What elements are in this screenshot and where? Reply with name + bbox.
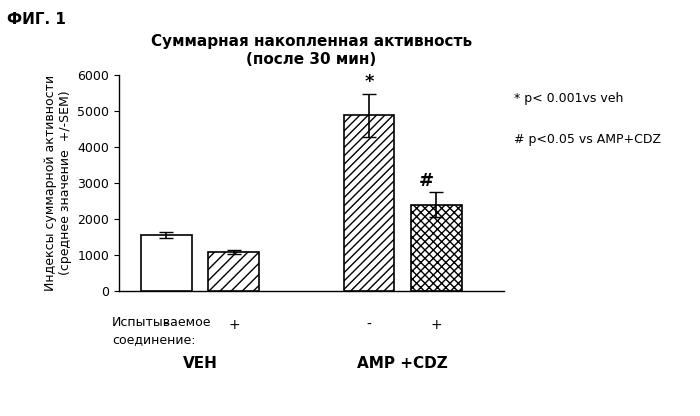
Text: +: + (228, 318, 239, 332)
Text: Испытываемое: Испытываемое (112, 316, 211, 329)
Bar (141, 235, 192, 291)
Bar (411, 205, 462, 291)
Text: -: - (367, 318, 371, 332)
Y-axis label: Индексы суммарной активности
(среднее значение  +/-SEM): Индексы суммарной активности (среднее зн… (43, 75, 71, 291)
Text: *: * (364, 73, 374, 91)
Title: Суммарная накопленная активность
(после 30 мин): Суммарная накопленная активность (после … (151, 35, 472, 67)
Text: +: + (430, 318, 442, 332)
Text: AMP +CDZ: AMP +CDZ (357, 356, 448, 371)
Text: * p< 0.001vs veh: * p< 0.001vs veh (514, 92, 624, 104)
Text: -: - (164, 318, 169, 332)
Text: #: # (419, 172, 434, 190)
Text: ФИГ. 1: ФИГ. 1 (7, 12, 66, 27)
Text: соединение:: соединение: (112, 333, 195, 346)
Bar (209, 252, 259, 291)
Text: # p<0.05 vs AMP+CDZ: # p<0.05 vs AMP+CDZ (514, 133, 662, 146)
Text: VEH: VEH (183, 356, 218, 371)
Bar (344, 115, 394, 291)
